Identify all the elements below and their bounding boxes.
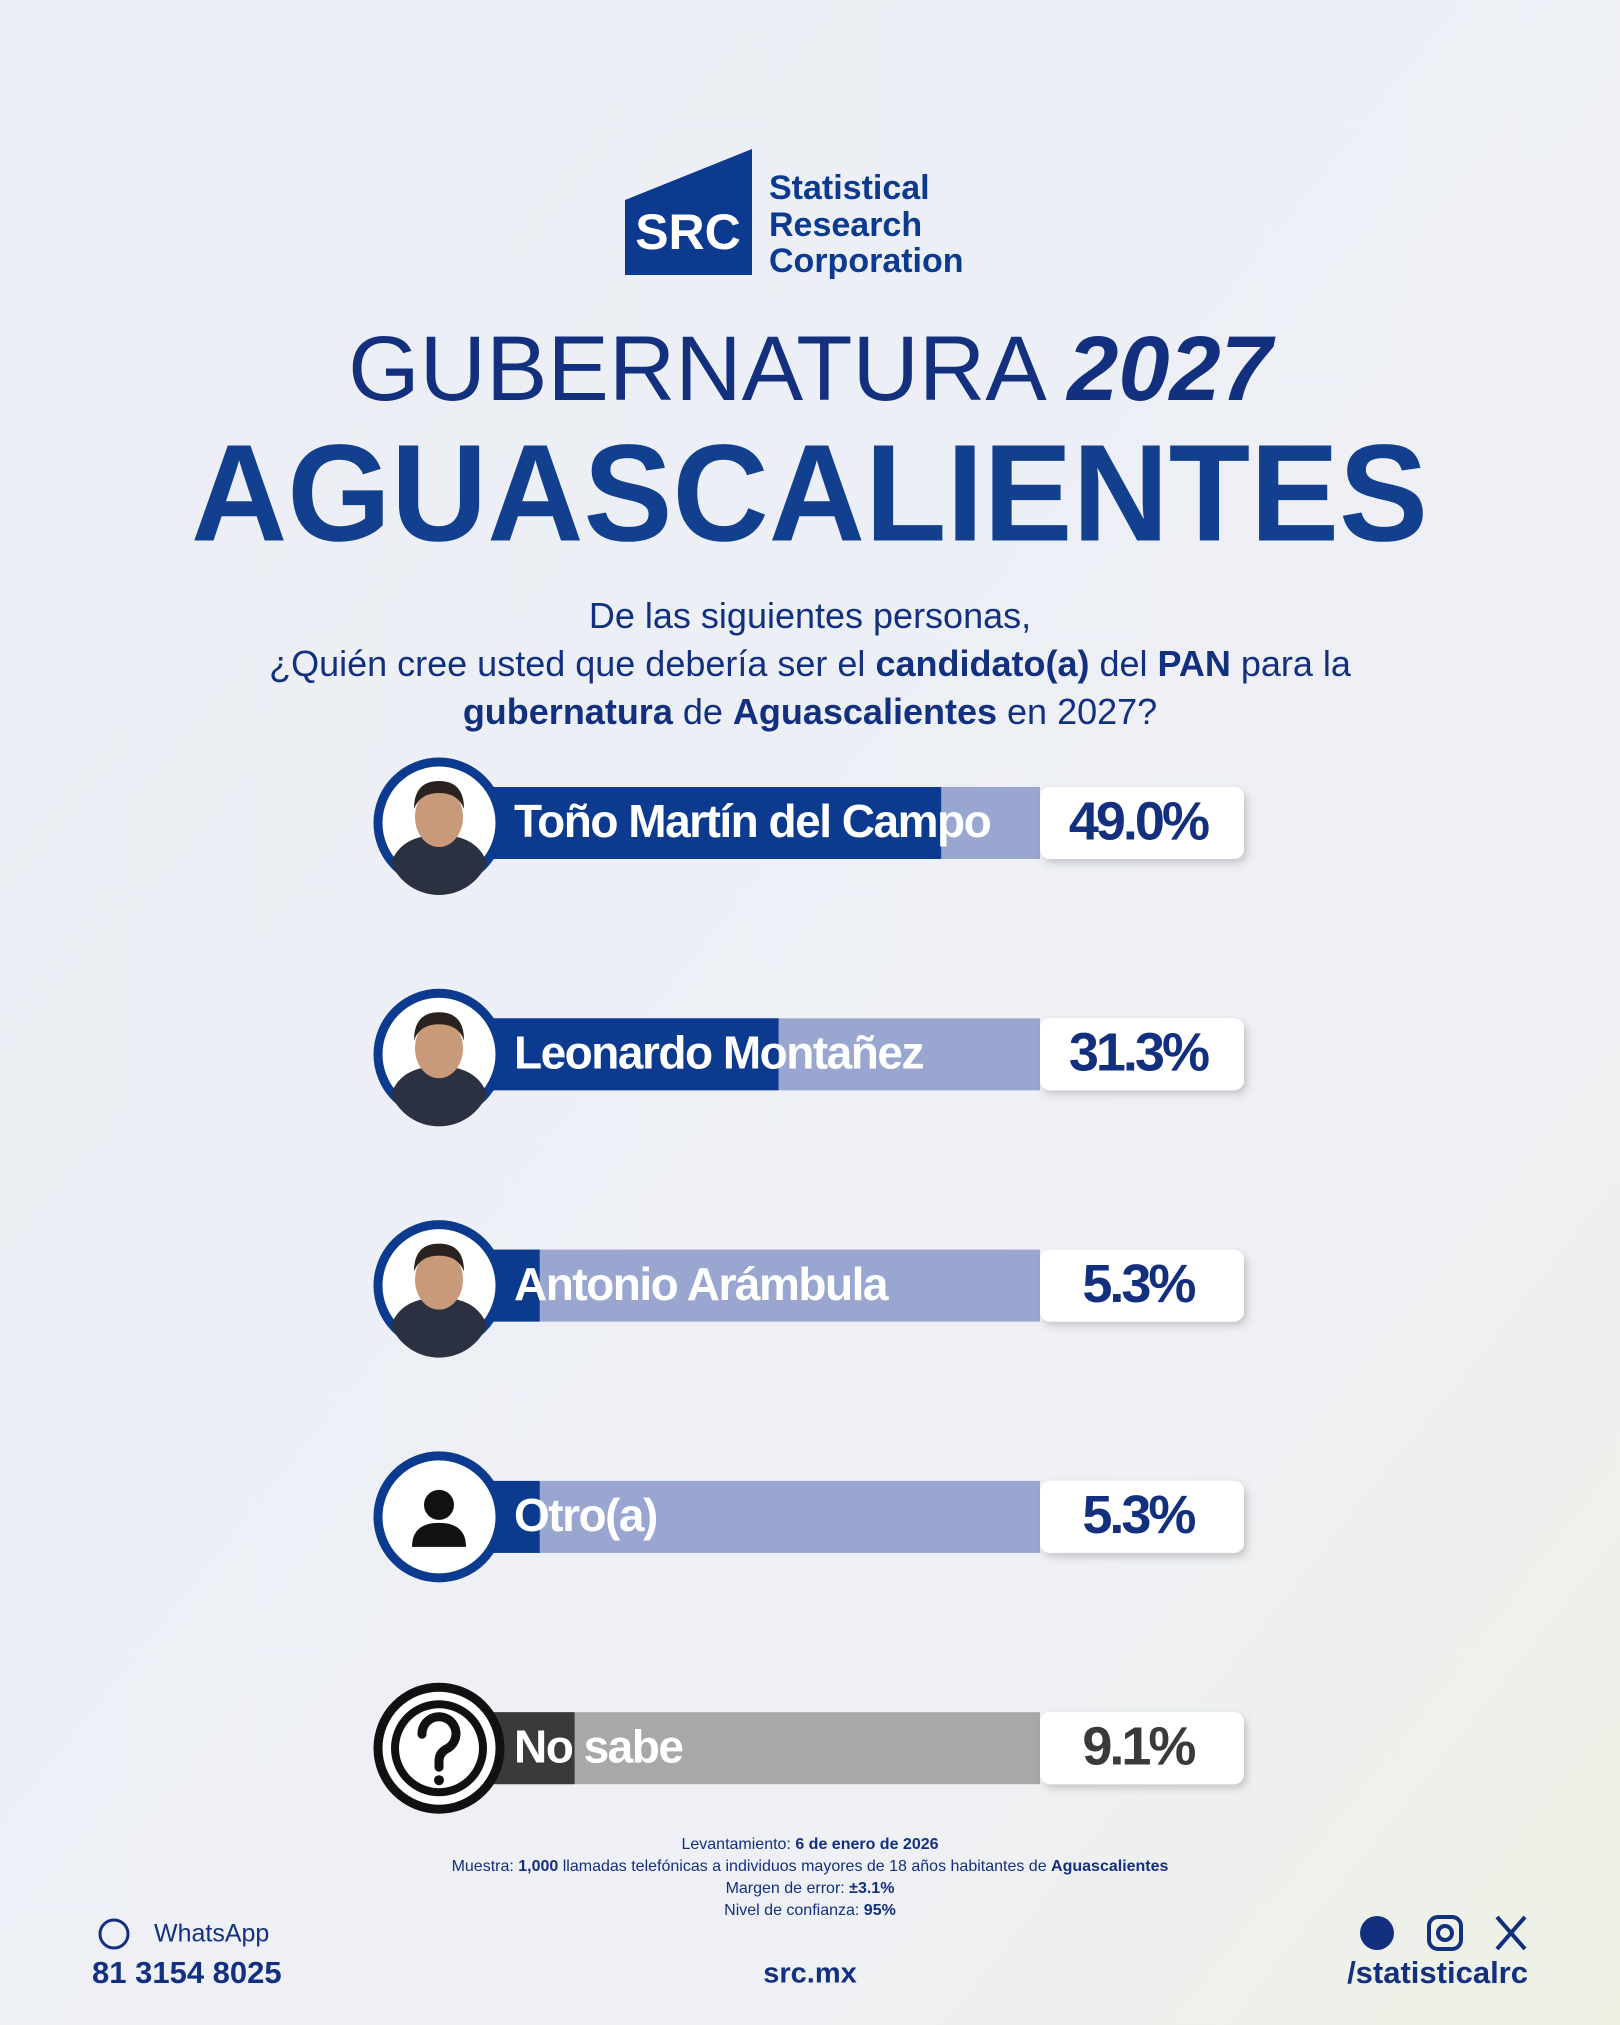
- candidate-name: Antonio Arámbula: [514, 1258, 889, 1310]
- candidate-name: No sabe: [514, 1720, 683, 1772]
- unknown-icon: [391, 1700, 487, 1797]
- candidate-name: Toño Martín del Campo: [514, 795, 991, 847]
- bold-text: 95%: [864, 1902, 896, 1919]
- bold-text: gubernatura: [463, 691, 674, 732]
- question: De las siguientes personas, ¿Quién cree u…: [269, 595, 1352, 732]
- logo-text: Research: [769, 206, 922, 244]
- unknown-icon-dot: [434, 1775, 444, 1786]
- question-line: ¿Quién cree usted que debería ser el can…: [269, 643, 1352, 684]
- bold-text: Aguascalientes: [733, 691, 997, 732]
- logo-mark: SRC: [635, 204, 741, 260]
- photo-hair: [414, 1012, 464, 1041]
- value-label: 49.0%: [1069, 791, 1209, 851]
- person-icon-head: [424, 1489, 454, 1520]
- methodology-line: Muestra: 1,000 llamadas telefónicas a in…: [452, 1858, 1169, 1875]
- value-box: [1040, 1249, 1244, 1322]
- logo-block: [625, 149, 752, 275]
- whatsapp-icon: [98, 1918, 130, 1950]
- social-handle[interactable]: /statisticalrc: [1347, 1955, 1528, 1990]
- text: para la: [1231, 643, 1352, 684]
- bold-text: ±3.1%: [849, 1880, 894, 1897]
- logo-text: Statistical: [769, 169, 930, 207]
- value-label: 5.3%: [1082, 1485, 1195, 1545]
- methodology-line: Levantamiento: 6 de enero de 2026: [681, 1836, 938, 1853]
- bold-text: 1,000: [518, 1858, 558, 1875]
- unknown-icon-mark: [417, 1712, 461, 1772]
- bold-text: PAN: [1158, 643, 1231, 684]
- bar: [471, 787, 942, 859]
- text: ¿Quién cree usted que debería ser el: [269, 643, 875, 684]
- state-title: AGUASCALIENTES: [191, 416, 1428, 570]
- title-word: GUBERNATURA: [348, 318, 1047, 420]
- logo-text: Corporation: [769, 242, 964, 280]
- text: en 2027?: [997, 691, 1157, 732]
- photo-face: [415, 1249, 463, 1310]
- question-line: gubernatura de Aguascalientes en 2027?: [463, 691, 1157, 732]
- phone: 81 3154 8025: [92, 1955, 282, 1990]
- photo-suit: [391, 1066, 487, 1127]
- bar-chart: 49.0% Toño Martín del Campo 31.3% Leonardo …: [373, 757, 1244, 1814]
- text: de: [673, 691, 733, 732]
- photo-face: [415, 787, 463, 847]
- value-label: 5.3%: [1082, 1254, 1195, 1314]
- text: llamadas telefónicas a individuos mayore…: [558, 1858, 1051, 1875]
- x-icon[interactable]: [1495, 1915, 1527, 1951]
- bold-text: candidato(a): [875, 643, 1089, 684]
- candidate-name: Otro(a): [514, 1489, 657, 1541]
- methodology-line: Margen de error: ±3.1%: [726, 1880, 895, 1897]
- bar: [471, 1018, 779, 1091]
- photo-hair: [414, 1243, 464, 1272]
- value-box: [1040, 787, 1244, 859]
- person-icon-body: [412, 1522, 466, 1547]
- text: del: [1089, 643, 1157, 684]
- bold-text: 6 de enero de 2026: [795, 1836, 938, 1853]
- value-box: [1040, 1712, 1244, 1785]
- bar-track: [471, 1249, 1040, 1322]
- title-line: GUBERNATURA 2027: [348, 318, 1276, 420]
- text: Margen de error:: [726, 1880, 850, 1897]
- instagram-icon-lens: [1436, 1924, 1454, 1942]
- title-year: 2027: [1065, 318, 1275, 420]
- photo-suit: [391, 835, 487, 896]
- text: Levantamiento:: [681, 1836, 795, 1853]
- candidate-name: Leonardo Montañez: [514, 1026, 923, 1078]
- value-box: [1040, 1018, 1244, 1091]
- value-label: 9.1%: [1082, 1716, 1195, 1776]
- photo-hair: [414, 781, 464, 809]
- text: Muestra:: [452, 1858, 519, 1875]
- photo-face: [415, 1018, 463, 1079]
- bar-track: [471, 1480, 1040, 1553]
- photo-suit: [391, 1297, 487, 1358]
- value-box: [1040, 1480, 1244, 1553]
- website[interactable]: src.mx: [763, 1958, 857, 1990]
- whatsapp-label: WhatsApp: [154, 1920, 269, 1948]
- value-label: 31.3%: [1069, 1023, 1209, 1083]
- text: Nivel de confianza:: [724, 1902, 864, 1919]
- methodology: Levantamiento: 6 de enero de 2026 Muestra…: [452, 1836, 1169, 1919]
- question-line: De las siguientes personas,: [589, 595, 1031, 636]
- bold-text: Aguascalientes: [1051, 1858, 1168, 1875]
- facebook-icon[interactable]: [1360, 1916, 1394, 1950]
- methodology-line: Nivel de confianza: 95%: [724, 1902, 896, 1919]
- text: De las siguientes personas,: [589, 595, 1031, 636]
- instagram-icon[interactable]: [1427, 1915, 1463, 1951]
